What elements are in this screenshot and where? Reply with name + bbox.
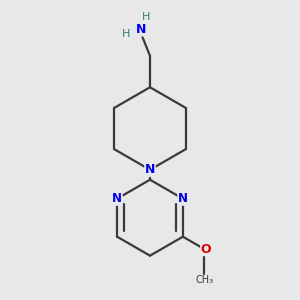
Text: N: N (145, 163, 155, 176)
Text: N: N (178, 192, 188, 205)
Text: N: N (136, 23, 146, 36)
Text: CH₃: CH₃ (195, 275, 213, 285)
Text: O: O (201, 243, 211, 256)
Text: H: H (142, 12, 150, 22)
Text: H: H (122, 29, 130, 39)
Text: N: N (112, 192, 122, 205)
